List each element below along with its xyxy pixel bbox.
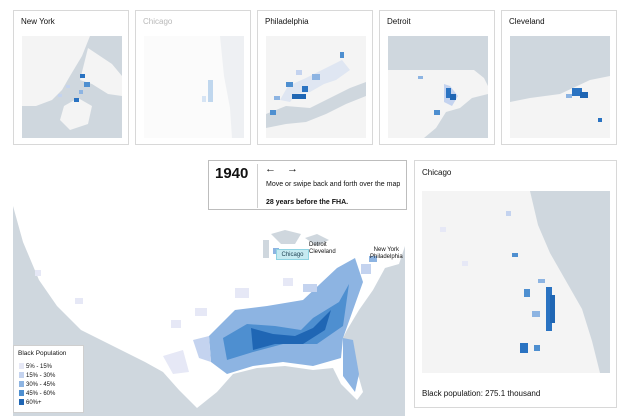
city-detail-panel: Chicago Black population: 275.1 thousand [414, 160, 617, 408]
cleveland-map [510, 36, 610, 138]
city-card-cleveland[interactable]: Cleveland [501, 10, 617, 145]
divider [257, 164, 258, 208]
map-legend: Black Population 5% - 15% 15% - 30% 30% … [13, 345, 84, 413]
city-card-philadelphia[interactable]: Philadelphia [257, 10, 373, 145]
card-title: Philadelphia [265, 17, 309, 26]
chicago-detail-map[interactable] [422, 191, 610, 373]
card-title: Chicago [143, 17, 173, 26]
detroit-map [388, 36, 488, 138]
legend-swatch [19, 399, 24, 405]
legend-label: 60%+ [26, 400, 42, 406]
philadelphia-map [266, 36, 366, 138]
card-title: New York [21, 17, 55, 26]
legend-title: Black Population [18, 350, 67, 357]
year-display: 1940 [215, 165, 249, 182]
population-readout: Black population: 275.1 thousand [422, 389, 541, 398]
city-card-chicago[interactable]: Chicago [135, 10, 251, 145]
legend-item: 5% - 15% [19, 363, 52, 371]
card-title: Detroit [387, 17, 411, 26]
chicago-map-thumbnail [144, 36, 244, 138]
newyork-philadelphia-label[interactable]: New York Philadelphia [370, 247, 403, 260]
legend-item: 60%+ [19, 399, 42, 407]
legend-item: 45% - 60% [19, 390, 55, 398]
timeline-info-box: 1940 ← → Move or swipe back and forth ov… [208, 160, 407, 210]
city-card-detroit[interactable]: Detroit [379, 10, 495, 145]
legend-swatch [19, 390, 24, 396]
card-title: Cleveland [509, 17, 545, 26]
instruction-text: Move or swipe back and forth over the ma… [266, 181, 401, 188]
legend-label: 45% - 60% [26, 391, 56, 397]
new-york-map [22, 36, 122, 138]
city-card-new-york[interactable]: New York [13, 10, 129, 145]
chicago-map-label[interactable]: Chicago [276, 249, 309, 260]
legend-item: 15% - 30% [19, 372, 55, 380]
detroit-cleveland-label[interactable]: Detroit Cleveland [309, 242, 336, 255]
population-density-patches [35, 248, 377, 392]
legend-swatch [19, 381, 24, 387]
legend-item: 30% - 45% [19, 381, 55, 389]
legend-label: 5% - 15% [26, 364, 53, 370]
legend-swatch [19, 363, 24, 369]
left-right-arrow-icon: ← → [265, 163, 303, 175]
legend-swatch [19, 372, 24, 378]
detail-title: Chicago [422, 168, 452, 177]
fha-note: 28 years before the FHA. [266, 199, 349, 206]
legend-label: 15% - 30% [26, 373, 56, 379]
legend-label: 30% - 45% [26, 382, 56, 388]
